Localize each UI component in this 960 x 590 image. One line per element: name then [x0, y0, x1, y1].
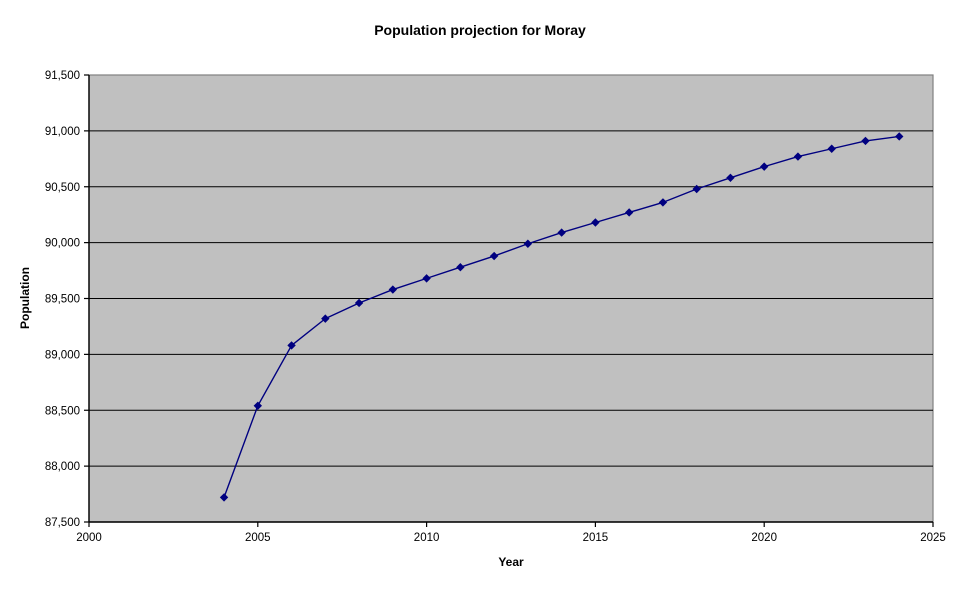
y-tick-label: 90,000 [45, 238, 80, 250]
x-tick-label: 2015 [583, 532, 609, 544]
y-tick-label: 89,000 [45, 349, 80, 361]
data-point-marker [489, 251, 499, 261]
data-point-marker [557, 228, 566, 237]
data-point-marker [591, 218, 600, 227]
x-tick-label: 2000 [76, 532, 102, 544]
data-point-marker [354, 298, 364, 308]
data-point-marker [287, 341, 296, 350]
data-point-marker [456, 263, 465, 272]
chart-title: Population projection for Moray [374, 22, 586, 38]
data-point-marker [658, 198, 668, 207]
x-tick-label: 2025 [920, 532, 946, 544]
y-tick-label: 89,500 [45, 294, 80, 306]
data-point-marker [759, 162, 769, 171]
data-point-marker [253, 401, 263, 410]
data-point-marker [388, 285, 398, 294]
y-tick-label: 87,500 [45, 517, 80, 529]
data-point-marker [827, 144, 836, 153]
y-tick-label: 90,500 [45, 182, 80, 194]
data-point-marker [726, 173, 735, 183]
data-point-marker [523, 239, 533, 248]
y-tick-label: 88,000 [45, 461, 80, 473]
x-axis-title: Year [498, 555, 524, 569]
data-point-marker [692, 184, 701, 194]
data-point-marker [422, 274, 431, 283]
x-tick-label: 2010 [414, 532, 440, 544]
y-tick-label: 91,000 [45, 126, 80, 138]
data-point-marker [321, 314, 330, 323]
data-point-marker [219, 493, 229, 502]
data-point-marker [895, 132, 904, 141]
y-tick-label: 91,500 [45, 70, 80, 82]
x-tick-label: 2020 [751, 532, 777, 544]
x-tick-label: 2005 [245, 532, 271, 544]
data-point-marker [793, 152, 803, 161]
data-point-marker [624, 208, 634, 217]
y-tick-label: 88,500 [45, 405, 80, 417]
data-point-marker [861, 136, 870, 146]
